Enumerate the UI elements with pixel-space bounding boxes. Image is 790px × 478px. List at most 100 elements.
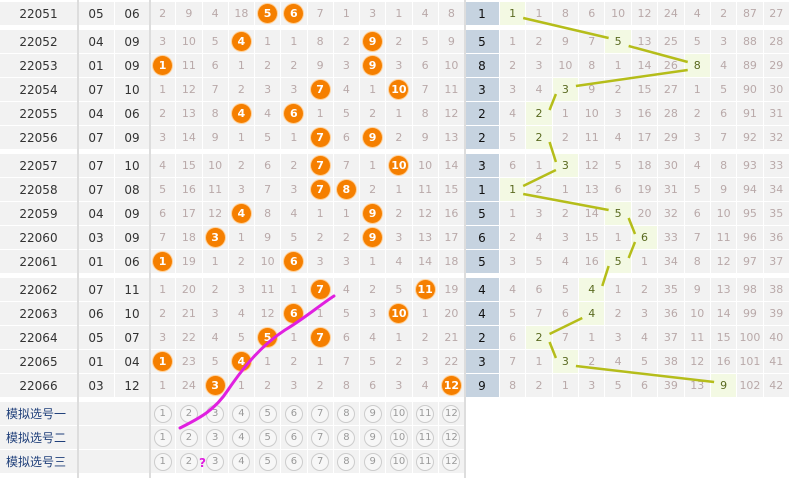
sim-number-ball[interactable]: 5	[258, 404, 277, 423]
sim-number-ball[interactable]: 12	[442, 404, 461, 423]
sim-number-cell[interactable]: 4	[228, 450, 255, 474]
sim-number-cell[interactable]: 1	[150, 402, 177, 426]
sim-number-ball[interactable]: 1	[153, 452, 172, 471]
sim-number-ball[interactable]: 5	[258, 428, 277, 447]
number-cell: 12	[202, 202, 229, 226]
sim-number-cell[interactable]: 2	[176, 426, 203, 450]
number-cell: 2	[307, 226, 334, 250]
sim-number-ball[interactable]: 4	[232, 428, 251, 447]
sim-number-cell[interactable]: 9	[360, 402, 387, 426]
sim-number-cell[interactable]: 8	[333, 402, 360, 426]
distribution-cell: 8	[579, 54, 606, 78]
drawn-ball: 9	[363, 228, 383, 247]
sim-number-ball[interactable]: 8	[337, 428, 356, 447]
sim-number-ball[interactable]: 11	[416, 404, 435, 423]
sim-number-ball[interactable]: 2	[179, 428, 198, 447]
sim-number-ball[interactable]: 5	[258, 452, 277, 471]
sim-number-ball[interactable]: 10	[389, 404, 408, 423]
number-cell: 4	[386, 250, 413, 274]
sim-number-cell[interactable]: 2	[176, 450, 203, 474]
sim-number-cell[interactable]: 8	[333, 426, 360, 450]
drawn-ball: 3	[205, 228, 225, 247]
sim-number-cell[interactable]: 12	[438, 402, 465, 426]
sim-number-ball[interactable]: 1	[153, 428, 172, 447]
sim-number-cell[interactable]: 10	[386, 402, 413, 426]
sim-number-ball[interactable]: 11	[416, 452, 435, 471]
sim-number-ball[interactable]: 2	[179, 452, 198, 471]
pick-a: 01	[78, 350, 115, 374]
number-cell: 12	[255, 302, 282, 326]
sim-number-cell[interactable]: 6	[281, 426, 308, 450]
number-cell: 8	[333, 374, 360, 398]
sim-number-cell[interactable]: 1	[150, 450, 177, 474]
sim-number-ball[interactable]: 3	[206, 428, 225, 447]
number-cell: 9	[202, 126, 229, 150]
sim-number-cell[interactable]: 11	[412, 402, 439, 426]
sim-number-cell[interactable]: 11	[412, 426, 439, 450]
sim-number-ball[interactable]: 3	[206, 404, 225, 423]
sim-number-cell[interactable]: 1	[150, 426, 177, 450]
distribution-cell: 16	[631, 102, 659, 126]
sim-number-cell[interactable]: 9	[360, 426, 387, 450]
sim-number-ball[interactable]: 9	[363, 452, 382, 471]
sim-number-ball[interactable]: 6	[284, 428, 303, 447]
sim-number-cell[interactable]: 11	[412, 450, 439, 474]
pick-a: 03	[78, 226, 115, 250]
pick-b: 06	[115, 102, 150, 126]
sim-number-ball[interactable]: 1	[153, 404, 172, 423]
sim-number-ball[interactable]: 4	[232, 452, 251, 471]
distribution-cell: 9	[552, 30, 580, 54]
sim-number-ball[interactable]: 12	[442, 428, 461, 447]
number-cell: 9	[360, 226, 387, 250]
sim-number-cell[interactable]: 6	[281, 402, 308, 426]
sim-number-cell[interactable]: 2	[176, 402, 203, 426]
sim-number-ball[interactable]: 3	[206, 452, 225, 471]
sim-number-cell[interactable]: 4	[228, 402, 255, 426]
number-cell: 1	[228, 226, 255, 250]
sim-number-cell[interactable]: 8	[333, 450, 360, 474]
sim-number-ball[interactable]: 9	[363, 428, 382, 447]
drawn-ball: 6	[284, 252, 304, 271]
sim-number-cell[interactable]: 4	[228, 426, 255, 450]
sim-number-ball[interactable]: 4	[232, 404, 251, 423]
blue-value: 4	[465, 278, 500, 302]
sim-number-cell[interactable]: 12	[438, 450, 465, 474]
sim-number-ball[interactable]: 2	[179, 404, 198, 423]
pick-b: 09	[115, 226, 150, 250]
sim-number-ball[interactable]: 7	[311, 452, 330, 471]
sim-number-cell[interactable]: 6	[281, 450, 308, 474]
sim-number-ball[interactable]: 8	[337, 452, 356, 471]
sim-number-cell[interactable]: 5	[255, 402, 282, 426]
sim-number-cell[interactable]: 12	[438, 426, 465, 450]
sim-number-cell[interactable]: 3	[202, 402, 229, 426]
distribution-cell: 89	[737, 54, 764, 78]
sim-number-ball[interactable]: 10	[389, 452, 408, 471]
distribution-cell: 2	[605, 78, 632, 102]
distribution-cell: 4	[684, 2, 711, 26]
sim-number-ball[interactable]: 12	[442, 452, 461, 471]
distribution-cell: 2	[526, 374, 553, 398]
sim-number-ball[interactable]: 6	[284, 404, 303, 423]
sim-number-ball[interactable]: 6	[284, 452, 303, 471]
sim-number-ball[interactable]: 8	[337, 404, 356, 423]
sim-number-cell[interactable]: 3	[202, 450, 229, 474]
sim-number-ball[interactable]: 11	[416, 428, 435, 447]
number-cell: 9	[360, 126, 387, 150]
sim-number-cell[interactable]: 7	[307, 450, 334, 474]
sim-number-cell[interactable]: 7	[307, 402, 334, 426]
distribution-cell: 92	[737, 126, 764, 150]
number-cell: 3	[412, 350, 439, 374]
sim-number-ball[interactable]: 9	[363, 404, 382, 423]
sim-number-cell[interactable]: 5	[255, 450, 282, 474]
sim-number-ball[interactable]: 7	[311, 428, 330, 447]
drawn-ball: 7	[310, 180, 330, 199]
sim-number-cell[interactable]: 10	[386, 450, 413, 474]
distribution-cell: 1	[605, 54, 632, 78]
sim-number-cell[interactable]: 10	[386, 426, 413, 450]
sim-number-ball[interactable]: 10	[389, 428, 408, 447]
sim-number-cell[interactable]: 3	[202, 426, 229, 450]
sim-number-ball[interactable]: 7	[311, 404, 330, 423]
sim-number-cell[interactable]: 5	[255, 426, 282, 450]
sim-number-cell[interactable]: 9	[360, 450, 387, 474]
sim-number-cell[interactable]: 7	[307, 426, 334, 450]
